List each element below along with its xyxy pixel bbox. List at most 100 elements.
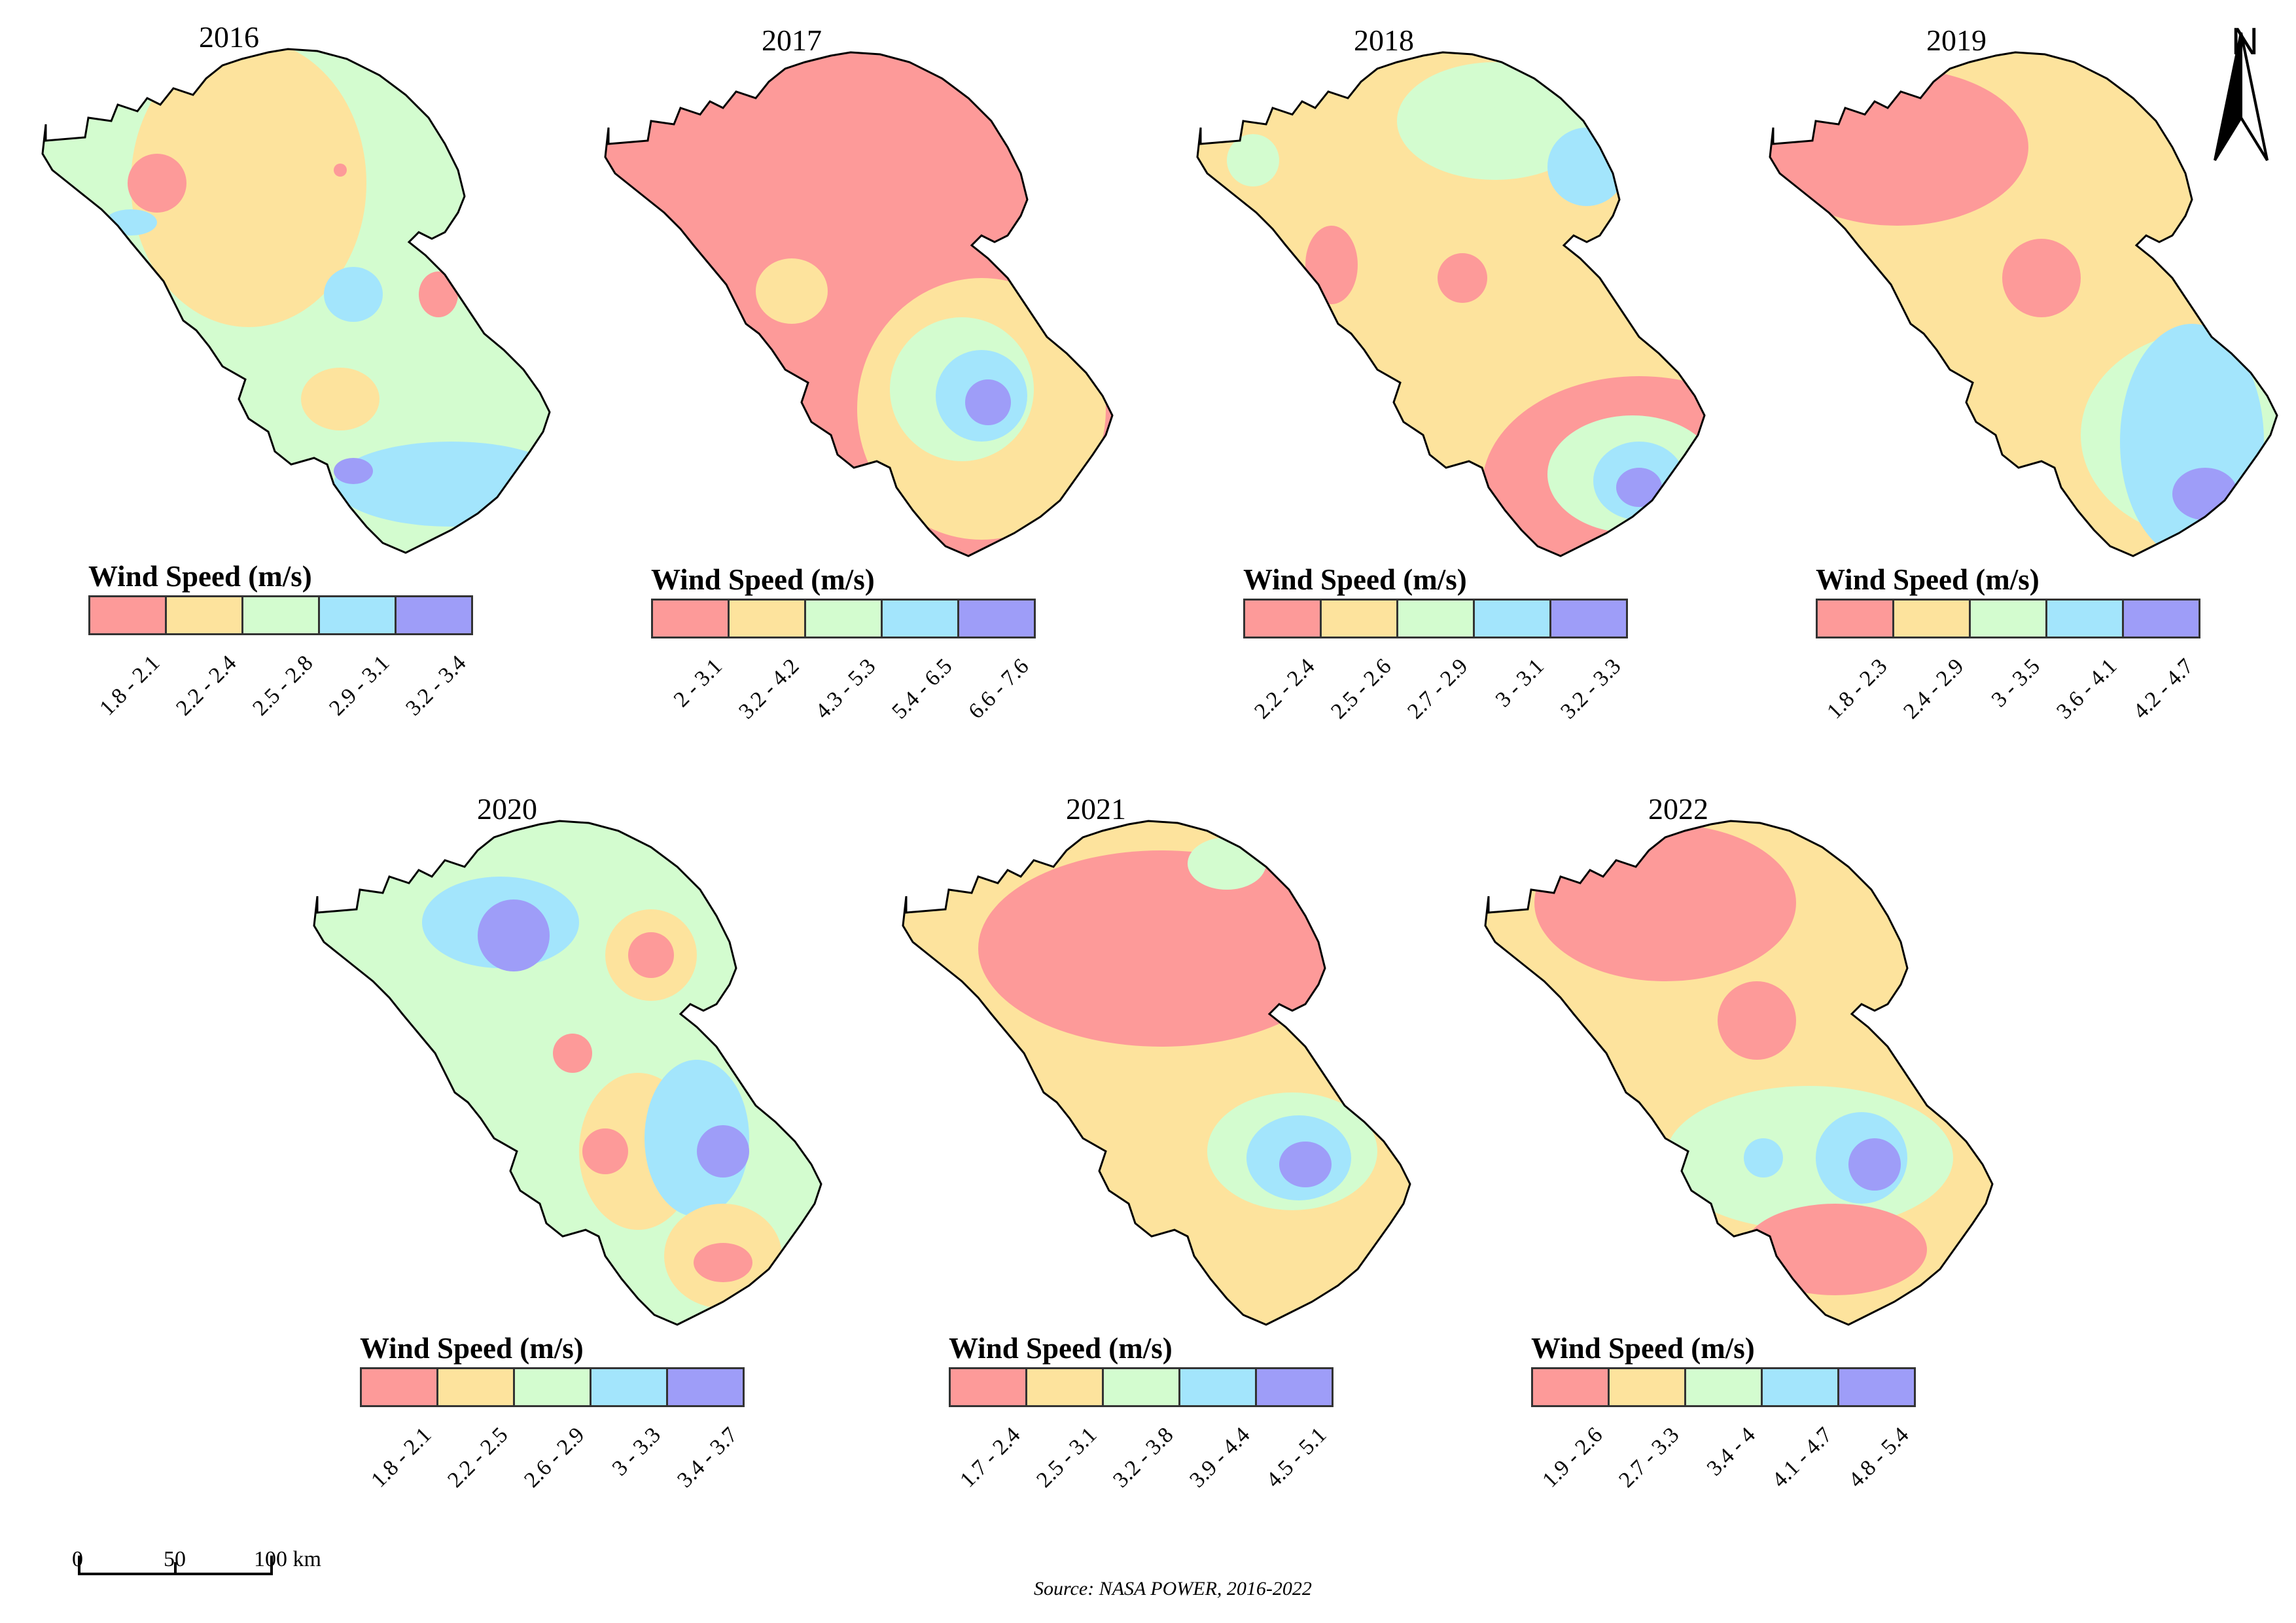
legend-swatch: [1686, 1369, 1763, 1405]
legend-class-label: 4.5 - 5.1: [1261, 1423, 1332, 1493]
legend-class-label: 3 - 3.5: [1987, 654, 2045, 712]
legend-title: Wind Speed (m/s): [651, 563, 875, 596]
legend-swatch: [668, 1369, 743, 1405]
legend-swatches: [88, 595, 473, 635]
legend-swatch: [1027, 1369, 1104, 1405]
legend-class-label: 3.2 - 4.2: [733, 654, 804, 724]
legend-class-label: 4.3 - 5.3: [810, 654, 881, 724]
legend-class-label: 2.7 - 3.3: [1614, 1423, 1684, 1493]
legend-class-label: 1.7 - 2.4: [955, 1423, 1025, 1493]
wind-zone: [628, 932, 674, 978]
year-title: 2016: [199, 20, 259, 54]
legend-swatch: [1398, 601, 1475, 637]
wind-zone: [478, 899, 550, 971]
legend-class-label: 2 - 3.1: [669, 654, 728, 712]
map-panel-2016: 2016 Wind Speed (m/s) 1.8 - 2.1 2.2 - 2.4 2.…: [26, 13, 563, 765]
legend-swatch: [1180, 1369, 1257, 1405]
legend-title: Wind Speed (m/s): [1816, 563, 2040, 596]
wind-zone: [697, 1125, 749, 1178]
legend-swatch: [883, 601, 959, 637]
region-boundary: [1769, 51, 2278, 557]
wind-zone: [131, 49, 366, 327]
legend-swatch: [1971, 601, 2047, 637]
wind-speed-map: [604, 51, 1114, 557]
legend-class-label: 1.9 - 2.6: [1537, 1423, 1608, 1493]
legend-swatch: [1533, 1369, 1610, 1405]
region-boundary: [1196, 51, 1706, 557]
wind-zone: [2172, 468, 2238, 520]
wind-zone: [553, 1034, 592, 1073]
legend-class-label: 5.4 - 6.5: [887, 654, 957, 724]
legend-swatch: [730, 601, 806, 637]
wind-zone: [965, 379, 1011, 425]
legend-swatch: [1322, 601, 1398, 637]
map-panel-2018: 2018 Wind Speed (m/s) 2.2 - 2.4 2.5 - 2.6 2.…: [1181, 16, 1718, 769]
region-boundary: [1484, 820, 1994, 1326]
legend-swatch: [1839, 1369, 1914, 1405]
wind-zone: [1475, 101, 1567, 167]
legend-class-label: 3.2 - 3.4: [400, 651, 471, 721]
year-title: 2019: [1926, 24, 1987, 57]
legend-swatch: [397, 597, 471, 633]
wind-zone: [1718, 981, 1796, 1060]
legend-class-label: 3.4 - 4: [1702, 1423, 1761, 1481]
year-title: 2017: [762, 24, 822, 57]
legend-swatches: [949, 1367, 1333, 1407]
wind-zone: [1616, 468, 1662, 507]
legend-swatch: [959, 601, 1034, 637]
legend-class-label: 2.2 - 2.5: [442, 1423, 513, 1493]
year-title: 2018: [1354, 24, 1414, 57]
wind-zone: [324, 267, 383, 322]
legend-title: Wind Speed (m/s): [88, 560, 312, 593]
source-note: Source: NASA POWER, 2016-2022: [1034, 1578, 1312, 1599]
wind-speed-map: [1769, 51, 2278, 557]
wind-zone: [694, 1243, 752, 1282]
wind-speed-map: [41, 48, 551, 554]
wind-zone: [1227, 134, 1279, 186]
legend-swatch: [2047, 601, 2124, 637]
legend-class-label: 3.9 - 4.4: [1184, 1423, 1255, 1493]
wind-zone: [334, 458, 373, 484]
wind-zone: [1547, 128, 1626, 206]
legend-swatch: [1763, 1369, 1839, 1405]
legend-class-label: 2.5 - 2.8: [247, 651, 318, 721]
north-arrow-icon: [2214, 32, 2269, 162]
wind-zone: [978, 850, 1345, 1047]
legend-swatch: [1610, 1369, 1686, 1405]
wind-zone: [756, 258, 828, 324]
legend-swatch: [1475, 601, 1551, 637]
scale-label-zero: 0: [72, 1547, 83, 1571]
wind-zone: [301, 368, 380, 430]
legend-class-label: 4.2 - 4.7: [2128, 654, 2199, 724]
legend-class-label: 3.2 - 3.3: [1555, 654, 1626, 724]
legend-class-label: 2.4 - 2.9: [1898, 654, 1969, 724]
year-title: 2022: [1648, 792, 1708, 826]
legend-title: Wind Speed (m/s): [1531, 1332, 1755, 1365]
legend-swatch: [90, 597, 167, 633]
wind-zone: [1305, 226, 1358, 304]
wind-zone: [1188, 837, 1266, 890]
legend-class-label: 3 - 3.3: [607, 1423, 666, 1481]
scale-label-mid: 50: [164, 1547, 186, 1571]
legend-swatch: [1104, 1369, 1180, 1405]
legend-class-label: 6.6 - 7.6: [963, 654, 1034, 724]
legend-swatch: [806, 601, 883, 637]
legend-class-label: 3 - 3.1: [1491, 654, 1549, 712]
legend-swatches: [1243, 599, 1628, 638]
scale-bar: [78, 1556, 273, 1575]
legend-swatches: [1531, 1367, 1916, 1407]
wind-zone: [582, 1128, 628, 1174]
wind-zone: [334, 164, 347, 177]
legend-class-label: 2.5 - 3.1: [1031, 1423, 1102, 1493]
map-panel-2020: 2020 Wind Speed (m/s) 1.8 - 2.1 2.2 - 2.5 2.…: [298, 785, 834, 1537]
wind-zone: [1279, 1142, 1332, 1187]
wind-speed-map: [1196, 51, 1706, 557]
wind-zone: [1744, 1138, 1783, 1178]
legend-class-label: 1.8 - 2.1: [94, 651, 165, 721]
region-boundary: [902, 820, 1411, 1326]
legend-class-label: 4.8 - 5.4: [1843, 1423, 1914, 1493]
legend-class-label: 2.2 - 2.4: [171, 651, 241, 721]
legend-class-label: 3.6 - 4.1: [2051, 654, 2122, 724]
region-boundary: [313, 820, 822, 1326]
legend-swatch: [951, 1369, 1027, 1405]
